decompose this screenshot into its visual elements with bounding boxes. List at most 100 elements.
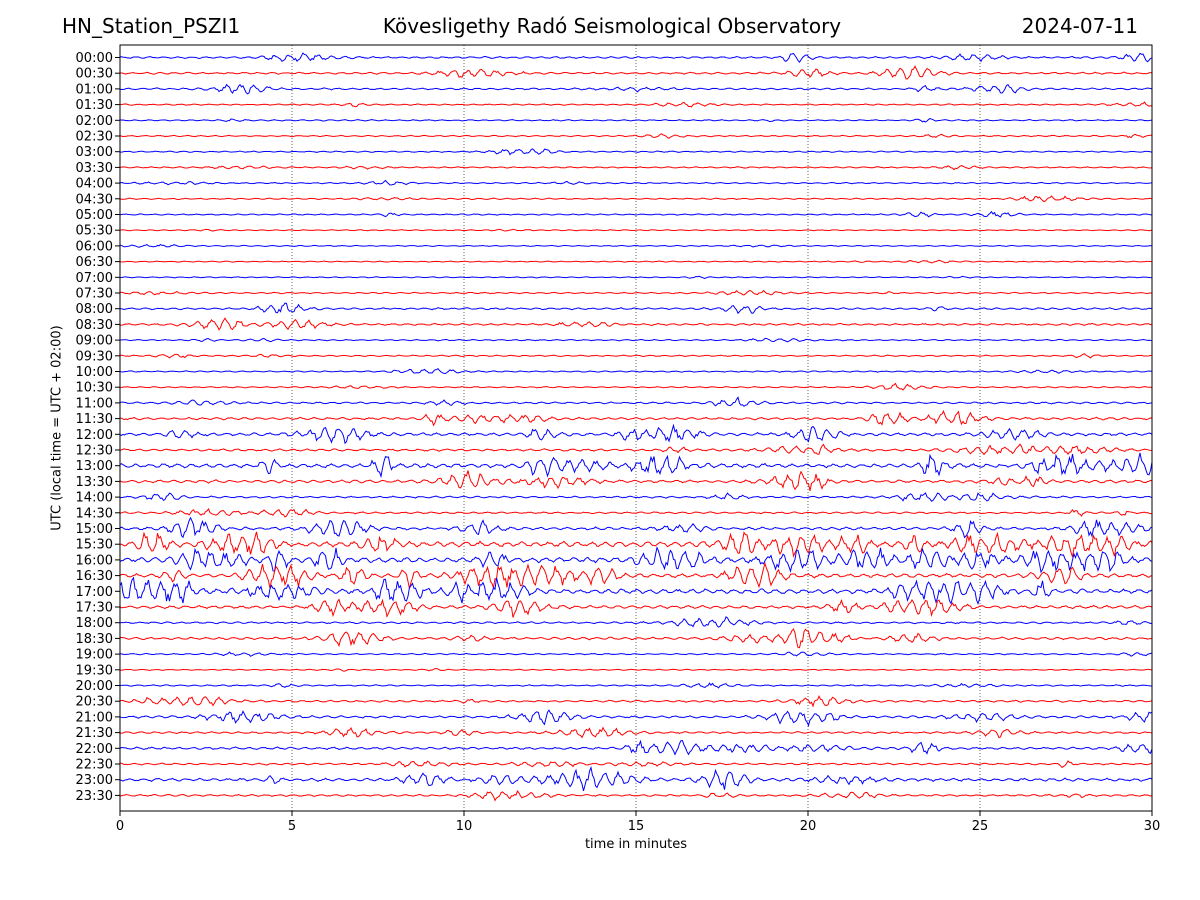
trace-1330 — [119, 470, 1153, 491]
y-tick-label: 07:30 — [76, 287, 113, 302]
trace-2330 — [119, 790, 1153, 802]
y-tick-label: 00:30 — [76, 67, 113, 82]
trace-2230 — [119, 760, 1153, 769]
traces — [119, 52, 1153, 802]
trace-0830 — [120, 317, 1153, 331]
x-tick-label: 15 — [628, 819, 645, 834]
y-tick-label: 01:00 — [76, 82, 113, 97]
y-tick-label: 23:00 — [76, 773, 113, 788]
trace-0230 — [119, 133, 1153, 139]
trace-0500 — [119, 210, 1153, 218]
trace-0000 — [119, 52, 1153, 63]
y-tick-label: 12:30 — [76, 444, 113, 459]
x-tick-label: 30 — [1144, 819, 1161, 834]
trace-0630 — [119, 259, 1153, 264]
y-tick-label: 14:00 — [76, 491, 113, 506]
y-tick-label: 11:30 — [76, 412, 113, 427]
y-tick-label: 17:30 — [76, 601, 113, 616]
trace-1730 — [119, 598, 1153, 619]
x-tick-label: 25 — [972, 819, 989, 834]
trace-0730 — [119, 289, 1153, 296]
y-tick-label: 21:00 — [76, 710, 113, 725]
y-tick-label: 02:00 — [76, 114, 113, 129]
y-tick-label: 06:30 — [76, 255, 113, 270]
x-tick-label: 20 — [800, 819, 817, 834]
station-name: HN_Station_PSZI1 — [62, 14, 241, 38]
y-tick-label: 07:00 — [76, 271, 113, 286]
y-tick-label: 00:00 — [76, 51, 113, 66]
trace-0200 — [119, 117, 1153, 123]
trace-0700 — [120, 275, 1153, 279]
y-tick-label: 13:30 — [76, 475, 113, 490]
x-axis-label: time in minutes — [584, 837, 688, 852]
y-tick-label: 22:00 — [76, 742, 113, 757]
trace-2200 — [119, 739, 1153, 756]
trace-2000 — [119, 682, 1153, 689]
y-tick-label: 20:00 — [76, 679, 113, 694]
y-tick-label: 14:30 — [76, 506, 113, 521]
trace-1930 — [119, 668, 1153, 672]
trace-0130 — [119, 101, 1153, 108]
trace-1300 — [119, 452, 1153, 479]
y-tick-label: 16:00 — [76, 553, 113, 568]
trace-0900 — [119, 337, 1153, 343]
y-tick-label: 06:00 — [76, 239, 113, 254]
trace-0530 — [119, 228, 1153, 232]
trace-1500 — [119, 516, 1153, 539]
x-tick-label: 0 — [116, 819, 124, 834]
y-tick-label: 13:00 — [76, 459, 113, 474]
y-tick-label: 03:30 — [76, 161, 113, 176]
trace-0330 — [119, 164, 1153, 171]
y-tick-label: 10:30 — [76, 381, 113, 396]
trace-1900 — [119, 651, 1153, 657]
y-tick-label: 08:30 — [76, 318, 113, 333]
x-tick-label: 5 — [288, 819, 296, 834]
trace-1630 — [119, 561, 1153, 590]
chart-title: Kövesligethy Radó Seismological Observat… — [382, 14, 842, 38]
y-tick-label: 08:00 — [76, 302, 113, 317]
y-tick-label: 21:30 — [76, 726, 113, 741]
trace-2030 — [119, 694, 1153, 708]
y-tick-label: 05:00 — [76, 208, 113, 223]
y-tick-labels: 00:0000:3001:0001:3002:0002:3003:0003:30… — [76, 51, 113, 804]
y-tick-label: 10:00 — [76, 365, 113, 380]
y-tick-label: 03:00 — [76, 145, 113, 160]
y-tick-label: 12:00 — [76, 428, 113, 443]
y-tick-label: 22:30 — [76, 758, 113, 773]
y-tick-label: 23:30 — [76, 789, 113, 804]
trace-0930 — [119, 353, 1153, 359]
grid-lines — [291, 45, 981, 811]
y-axis-label: UTC (local time = UTC + 02:00) — [49, 325, 65, 531]
y-tick-label: 18:30 — [76, 632, 113, 647]
trace-2100 — [119, 709, 1153, 727]
y-tick-label: 04:30 — [76, 192, 113, 207]
trace-2130 — [119, 726, 1153, 739]
y-tick-label: 15:00 — [76, 522, 113, 537]
trace-0800 — [119, 302, 1153, 315]
y-tick-label: 20:30 — [76, 695, 113, 710]
y-tick-label: 04:00 — [76, 177, 113, 192]
y-tick-label: 19:30 — [76, 663, 113, 678]
y-tick-label: 01:30 — [76, 98, 113, 113]
trace-1130 — [119, 409, 1153, 427]
trace-1700 — [119, 576, 1153, 605]
trace-0300 — [119, 148, 1153, 156]
y-tick-label: 19:00 — [76, 648, 113, 663]
y-tick-label: 18:00 — [76, 616, 113, 631]
y-tick-label: 16:30 — [76, 569, 113, 584]
trace-0400 — [119, 179, 1153, 186]
y-tick-label: 15:30 — [76, 538, 113, 553]
trace-1100 — [119, 396, 1153, 407]
y-tick-label: 11:00 — [76, 396, 113, 411]
x-tick-label: 10 — [456, 819, 473, 834]
trace-0030 — [119, 65, 1153, 80]
trace-1230 — [119, 443, 1153, 456]
trace-0430 — [119, 195, 1153, 203]
trace-1600 — [119, 545, 1153, 574]
y-tick-marks — [115, 57, 120, 796]
trace-1530 — [119, 531, 1153, 558]
x-tick-marks — [119, 811, 1153, 816]
trace-1430 — [119, 508, 1153, 518]
trace-2300 — [119, 765, 1153, 791]
